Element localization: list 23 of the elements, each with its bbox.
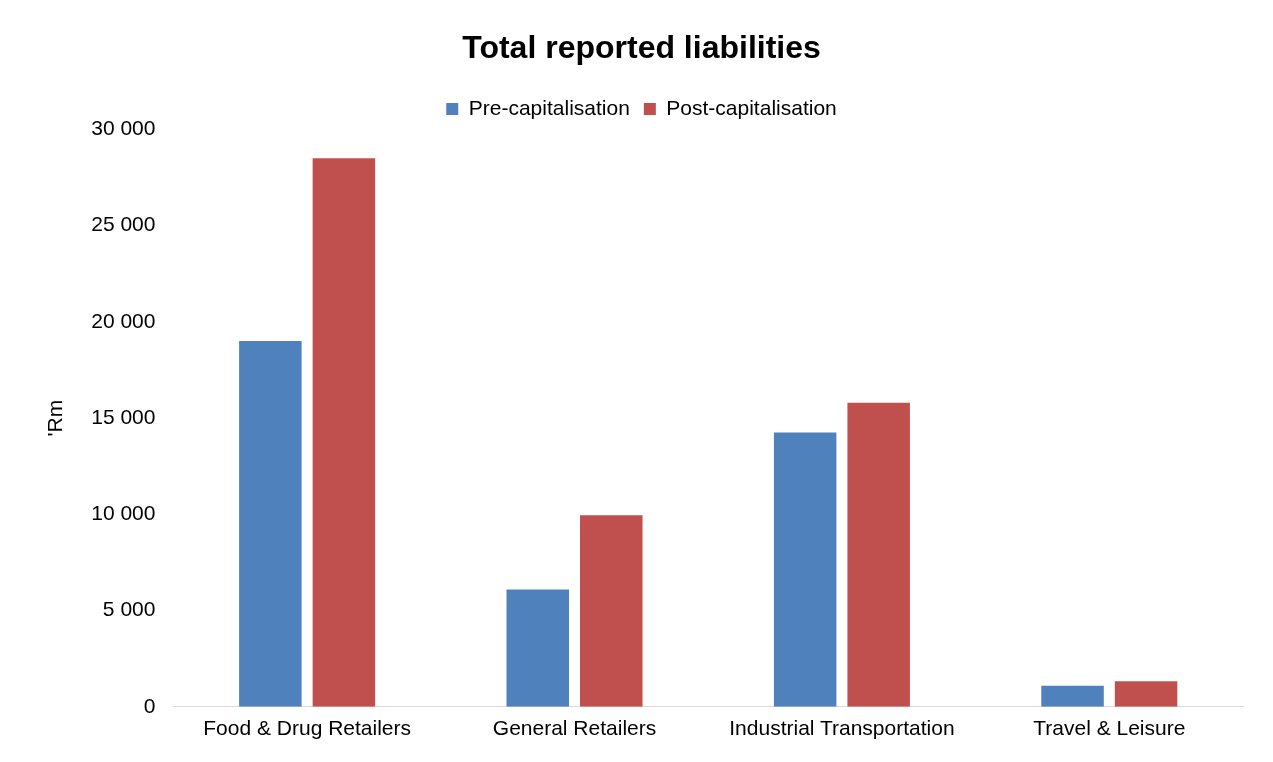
bar [1114,681,1178,707]
x-tick-label: General Retailers [492,716,657,740]
bar [580,515,643,707]
bar [847,402,910,707]
y-tick-label: 0 [143,693,156,717]
y-tick-label: 15 000 [91,404,156,428]
x-tick-label: Industrial Transportation [729,716,955,740]
y-tick-label: 20 000 [91,308,156,332]
bar [1041,685,1104,707]
y-tick-label: 30 000 [91,116,156,140]
legend-label: Pre-capitalisation [468,95,630,119]
x-tick-label: Travel & Leisure [1033,716,1186,740]
bar [312,158,376,707]
x-tick-label: Food & Drug Retailers [203,716,412,740]
bar [239,341,302,707]
bar [773,432,837,707]
y-tick-label: 25 000 [91,212,156,236]
legend-label: Post-capitalisation [666,95,837,119]
bar [506,589,569,707]
y-tick-label: 10 000 [91,501,156,525]
chart-title: Total reported liabilities [462,29,821,66]
y-tick-label: 5 000 [102,597,156,621]
y-axis-title: 'Rm [43,399,67,437]
